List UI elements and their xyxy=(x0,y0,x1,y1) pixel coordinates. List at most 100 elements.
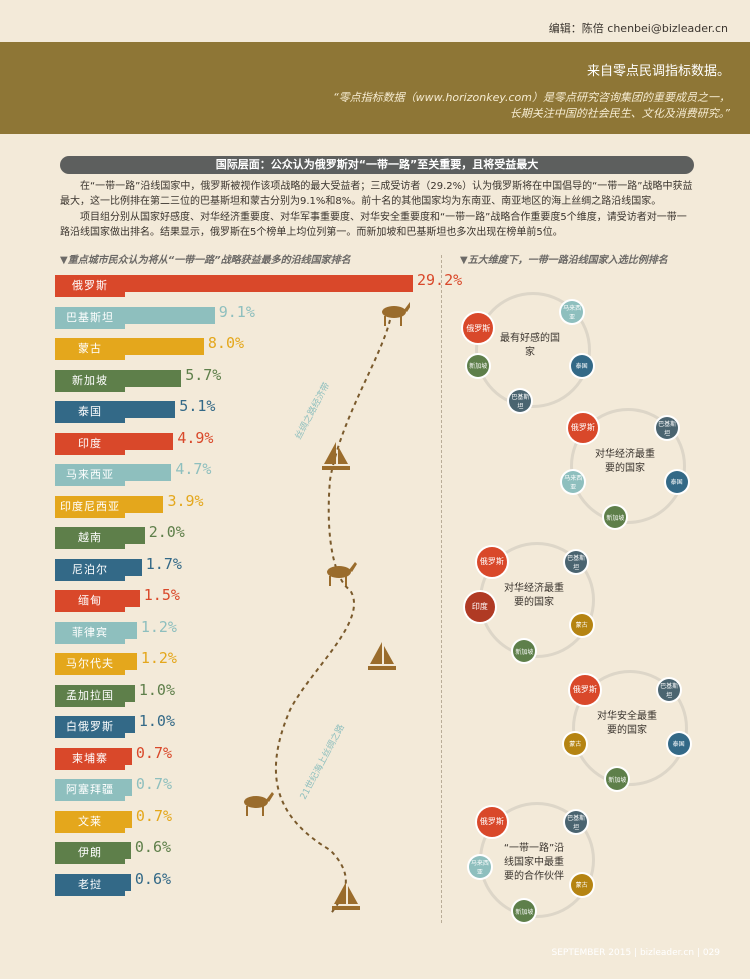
bar xyxy=(125,842,131,859)
section-title: 国际层面：公众认为俄罗斯对“一带一路”至关重要，且将受益最大 xyxy=(60,156,694,174)
bar-category-label: 缅甸 xyxy=(55,590,125,612)
dimension-title: 对华安全最重要的国家 xyxy=(597,711,657,736)
bar xyxy=(125,684,135,702)
bar xyxy=(125,275,413,292)
column-divider xyxy=(441,255,442,923)
bar-value-label: 0.7% xyxy=(135,743,173,762)
maritime-road-label: 21世纪海上丝绸之路 xyxy=(297,722,347,801)
bar-category-label: 蒙古 xyxy=(55,338,125,360)
bar xyxy=(125,495,164,513)
country-dot: 巴基斯坦 xyxy=(658,678,681,701)
dimension-ring xyxy=(570,408,686,524)
bar xyxy=(125,464,172,481)
silk-road-label: 丝绸之路经济带 xyxy=(292,380,332,441)
bar xyxy=(125,401,176,418)
bar xyxy=(125,590,140,607)
bar-value-label: 4.9% xyxy=(177,428,214,447)
country-dot: 泰国 xyxy=(665,470,688,493)
route-dashed-line xyxy=(275,319,391,916)
bar xyxy=(125,369,182,387)
bar-value-label: 29.2% xyxy=(417,271,463,289)
country-dot: 巴基斯坦 xyxy=(656,416,679,439)
country-dot: 马来西亚 xyxy=(468,855,491,878)
banner-title: 来自零点民调指标数据。 xyxy=(586,64,730,79)
country-dot: 蒙古 xyxy=(570,873,593,896)
country-dot: 新加坡 xyxy=(513,900,536,923)
bar-category-label: 菲律宾 xyxy=(55,621,125,644)
country-dot: 泰国 xyxy=(667,732,690,755)
bar-value-label: 1.2% xyxy=(140,649,177,667)
country-dot: 俄罗斯 xyxy=(476,806,507,837)
bar-value-label: 5.7% xyxy=(185,365,222,384)
left-chart-title: ▼重点城市民众认为将从“一带一路”战略获益最多的沿线国家排名 xyxy=(60,255,351,266)
country-dot: 马来西亚 xyxy=(561,300,584,323)
bar-category-label: 伊朗 xyxy=(55,842,125,864)
country-dot: 泰国 xyxy=(570,354,593,377)
banner-quote-line1: “零点指标数据（www.horizonkey.com）是零点研究咨询集团的重要成… xyxy=(332,91,730,104)
bar-value-label: 1.7% xyxy=(145,554,182,573)
bar-value-label: 1.0% xyxy=(138,712,175,730)
bar-value-label: 0.7% xyxy=(135,806,173,825)
dimension-title: 对华经济最重要的国家 xyxy=(595,449,655,474)
country-dot: 蒙古 xyxy=(570,613,593,636)
bar xyxy=(125,716,135,733)
bar-value-label: 1.0% xyxy=(138,680,175,699)
silk-road-route: 丝绸之路经济带 21世纪海上丝绸之路 xyxy=(244,302,410,916)
bar xyxy=(125,779,132,796)
bar-category-label: 老挝 xyxy=(55,873,125,896)
bar-value-label: 2.0% xyxy=(148,523,185,541)
bar-category-label: 柬埔寨 xyxy=(55,747,125,770)
bar-category-label: 越南 xyxy=(55,527,125,549)
bar xyxy=(125,306,215,324)
sailboat-icon-2 xyxy=(368,642,396,670)
bar xyxy=(125,873,131,891)
bar xyxy=(125,747,132,765)
banner-quote-line2: 长期关注中国的社会民生、文化及消费研究。” xyxy=(509,107,730,120)
country-dot: 新加坡 xyxy=(604,506,627,529)
country-dot: 俄罗斯 xyxy=(567,412,598,443)
bar-category-label: 泰国 xyxy=(55,401,125,423)
bar-category-label: 阿塞拜疆 xyxy=(55,779,125,801)
country-dot: 俄罗斯 xyxy=(476,546,507,577)
camel-icon-2 xyxy=(327,562,357,586)
dimension-title: “一带一路”沿线国家中最重要的合作伙伴 xyxy=(503,843,565,882)
bar-category-label: 马尔代夫 xyxy=(55,653,125,675)
dimension-ring xyxy=(475,292,591,408)
paragraph-2: 项目组分别从国家好感度、对华经济重要度、对华军事重要度、对华安全重要度和“一带一… xyxy=(60,212,687,238)
country-dot: 印度 xyxy=(464,591,495,622)
sailboat-icon-1 xyxy=(322,442,350,470)
country-dot: 新加坡 xyxy=(513,640,536,663)
bar-category-label: 马来西亚 xyxy=(55,464,125,486)
bar xyxy=(125,338,204,355)
sailboat-icon-3 xyxy=(332,882,360,910)
bar xyxy=(125,810,132,828)
page-footer: SEPTEMBER 2015 | bizleader.cn | 029 xyxy=(551,948,720,958)
bar xyxy=(125,432,174,450)
camel-icon-1 xyxy=(382,302,410,326)
bar-category-label: 孟加拉国 xyxy=(55,684,125,707)
bar xyxy=(125,527,145,544)
country-dot: 巴基斯坦 xyxy=(565,550,588,573)
bar-category-label: 白俄罗斯 xyxy=(55,716,125,738)
bar-value-label: 1.5% xyxy=(143,586,180,604)
paragraph-1: 在“一带一路”沿线国家中，俄罗斯被视作该项战略的最大受益者；三成受访者（29.2… xyxy=(60,181,693,207)
bar-category-label: 新加坡 xyxy=(55,369,125,392)
editor-credit: 编辑：陈倍 chenbei@bizleader.cn xyxy=(548,22,728,35)
bar xyxy=(125,621,137,639)
dimension-title: 最有好感的国家 xyxy=(500,333,560,358)
top-banner: 来自零点民调指标数据。 “零点指标数据（www.horizonkey.com）是… xyxy=(0,42,750,134)
bar-value-label: 3.9% xyxy=(167,491,204,510)
bar-category-label: 巴基斯坦 xyxy=(55,306,125,329)
bar xyxy=(125,653,137,670)
country-dot: 俄罗斯 xyxy=(569,674,600,705)
bar-value-label: 0.7% xyxy=(135,775,173,793)
bar-category-label: 尼泊尔 xyxy=(55,558,125,581)
bar-value-label: 5.1% xyxy=(179,397,216,415)
bar-category-label: 俄罗斯 xyxy=(55,275,125,297)
country-dot: 新加坡 xyxy=(467,354,490,377)
bar-value-label: 0.6% xyxy=(134,869,172,888)
camel-icon-3 xyxy=(244,792,274,816)
bar-value-label: 4.7% xyxy=(175,460,212,478)
bar-category-label: 印度 xyxy=(55,432,125,455)
right-chart-title: ▼五大维度下，一带一路沿线国家入选比例排名 xyxy=(460,255,668,266)
